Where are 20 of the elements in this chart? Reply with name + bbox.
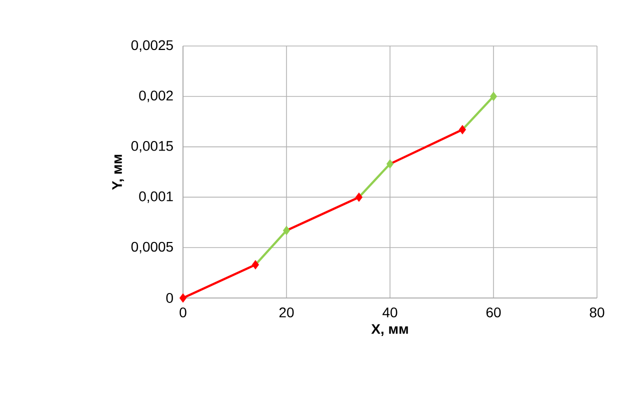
y-tick-label: 0,002 [139, 90, 173, 102]
point [355, 192, 363, 202]
point [458, 124, 466, 134]
x-tick-label: 40 [382, 307, 398, 318]
y-tick-label: 0 [166, 293, 173, 303]
point [282, 226, 290, 236]
point [252, 260, 260, 270]
y-tick-label: 0,0005 [131, 242, 173, 254]
point [179, 293, 187, 303]
y-tick-label: 0,0015 [131, 141, 173, 153]
x-axis-title: X, мм [371, 324, 408, 336]
point [386, 159, 394, 169]
x-tick-label: 20 [279, 307, 294, 318]
y-tick-label: 0,0025 [131, 40, 173, 52]
x-tick-label: 0 [180, 307, 186, 318]
x-tick-label: 80 [590, 307, 604, 318]
y-tick-label: 0,001 [139, 191, 173, 203]
point [490, 92, 498, 102]
x-tick-label: 60 [486, 307, 501, 318]
y-axis-title: Y, мм [112, 154, 124, 190]
